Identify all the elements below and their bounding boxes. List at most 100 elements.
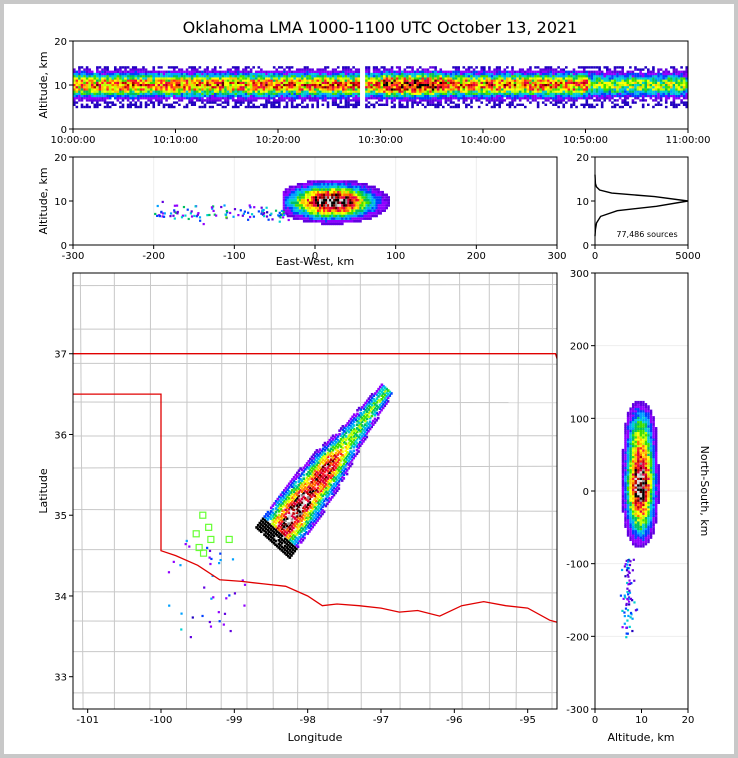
density-cell xyxy=(85,83,89,87)
density-cell xyxy=(190,92,194,95)
density-cell xyxy=(183,83,186,87)
density-cell xyxy=(421,77,425,80)
density-cell xyxy=(664,99,668,102)
density-cell xyxy=(524,94,527,98)
density-cell xyxy=(388,83,391,87)
density-cell xyxy=(165,94,168,98)
density-cell xyxy=(644,66,648,69)
density-cell xyxy=(641,81,645,84)
density-cell xyxy=(321,204,324,207)
density-cell xyxy=(352,94,355,98)
density-cell xyxy=(302,212,306,215)
density-cell xyxy=(284,533,287,537)
density-cell xyxy=(582,94,586,98)
density-cell xyxy=(333,222,336,226)
density-cell xyxy=(286,554,290,558)
density-cell xyxy=(303,94,307,98)
density-cell xyxy=(372,66,376,69)
density-cell xyxy=(654,99,658,102)
density-cell xyxy=(347,103,350,106)
density-cell xyxy=(575,90,578,93)
density-cell xyxy=(137,97,140,100)
density-cell xyxy=(310,206,314,210)
density-cell xyxy=(294,209,298,212)
density-cell xyxy=(439,86,443,89)
density-cell xyxy=(361,212,364,215)
density-cell xyxy=(343,188,346,191)
density-cell xyxy=(631,83,635,87)
density-cell xyxy=(288,94,291,98)
density-cell xyxy=(319,68,322,71)
density-cell xyxy=(416,77,419,80)
density-cell xyxy=(470,94,473,98)
density-cell xyxy=(534,66,537,69)
density-cell xyxy=(498,68,501,71)
density-cell xyxy=(351,201,354,205)
density-cell xyxy=(272,103,276,106)
density-cell xyxy=(567,77,571,80)
density-cell xyxy=(557,75,560,78)
density-cell xyxy=(264,520,268,523)
density-cell xyxy=(246,211,250,214)
density-cell xyxy=(198,90,202,93)
density-cell xyxy=(341,222,344,226)
density-cell xyxy=(367,79,371,82)
density-cell xyxy=(636,88,640,91)
density-cell xyxy=(354,81,358,84)
density-cell xyxy=(475,75,478,78)
density-cell xyxy=(96,99,99,102)
density-cell xyxy=(588,79,591,82)
density-cell xyxy=(357,86,361,89)
density-cell xyxy=(572,97,576,100)
density-cell xyxy=(562,105,566,109)
density-cell xyxy=(467,70,471,73)
density-cell xyxy=(301,528,305,531)
density-cell xyxy=(367,72,371,76)
density-cell xyxy=(629,94,632,98)
density-cell xyxy=(403,83,407,87)
density-cell xyxy=(390,83,394,87)
density-cell xyxy=(667,97,671,100)
density-cell xyxy=(493,86,496,89)
density-cell xyxy=(375,66,378,69)
density-cell xyxy=(321,86,325,89)
density-cell xyxy=(416,97,419,100)
density-cell xyxy=(613,79,617,82)
density-cell xyxy=(308,219,312,223)
density-cell xyxy=(449,90,453,93)
density-cell xyxy=(288,188,292,191)
density-cell xyxy=(283,544,287,548)
density-cell xyxy=(270,88,273,91)
density-cell xyxy=(290,188,294,191)
density-cell xyxy=(277,535,281,539)
density-cell xyxy=(339,190,342,194)
density-cell xyxy=(231,86,235,89)
density-cell xyxy=(457,90,460,93)
density-cell xyxy=(75,83,79,87)
density-cell xyxy=(465,77,468,80)
density-cell xyxy=(439,83,443,87)
density-cell xyxy=(416,81,419,84)
density-cell xyxy=(316,90,320,93)
density-cell xyxy=(287,540,290,544)
density-cell xyxy=(247,83,250,87)
density-cell xyxy=(78,70,81,73)
density-cell xyxy=(531,81,535,84)
density-cell xyxy=(301,86,304,89)
density-cell xyxy=(244,68,248,71)
density-cell xyxy=(85,90,89,93)
density-cell xyxy=(383,90,386,93)
density-cell xyxy=(680,83,683,87)
density-cell xyxy=(387,198,390,202)
density-cell xyxy=(429,101,432,104)
density-cell xyxy=(278,90,281,93)
density-cell xyxy=(172,105,176,109)
density-cell xyxy=(321,72,325,76)
density-cell xyxy=(636,77,640,80)
density-cell xyxy=(339,70,343,73)
density-cell xyxy=(319,201,322,205)
density-cell xyxy=(172,101,176,104)
density-cell xyxy=(304,219,308,223)
density-cell xyxy=(278,101,281,104)
density-cell xyxy=(436,101,440,104)
